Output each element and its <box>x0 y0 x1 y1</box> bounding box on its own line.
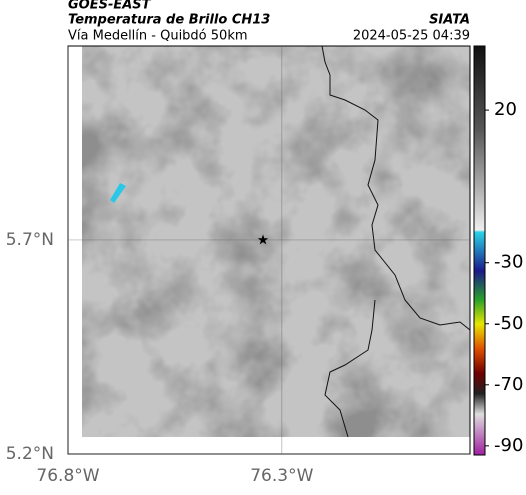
colorbar <box>473 45 486 456</box>
subtitle: Temperatura de Brillo CH13 <box>68 13 270 28</box>
colorbar-tick-label: -50 <box>494 313 523 334</box>
y-tick-label: 5.7°N <box>6 230 54 250</box>
x-tick-label: 76.3°W <box>250 466 313 486</box>
location-marker <box>257 234 269 245</box>
y-tick-label: 5.2°N <box>6 444 54 464</box>
title: GOES-EAST <box>68 0 152 13</box>
timestamp: 2024-05-25 04:39 <box>353 29 470 44</box>
source: SIATA <box>429 13 470 28</box>
colorbar-tick-label: -90 <box>494 435 523 456</box>
region: Vía Medellín - Quibdó 50km <box>68 29 248 44</box>
colorbar-tick-label: -30 <box>494 252 523 273</box>
colorbar-tick-label: -70 <box>494 374 523 395</box>
colorbar-tick-label: 20 <box>494 99 517 120</box>
x-tick-label: 76.8°W <box>36 466 99 486</box>
satellite-image <box>82 45 471 438</box>
